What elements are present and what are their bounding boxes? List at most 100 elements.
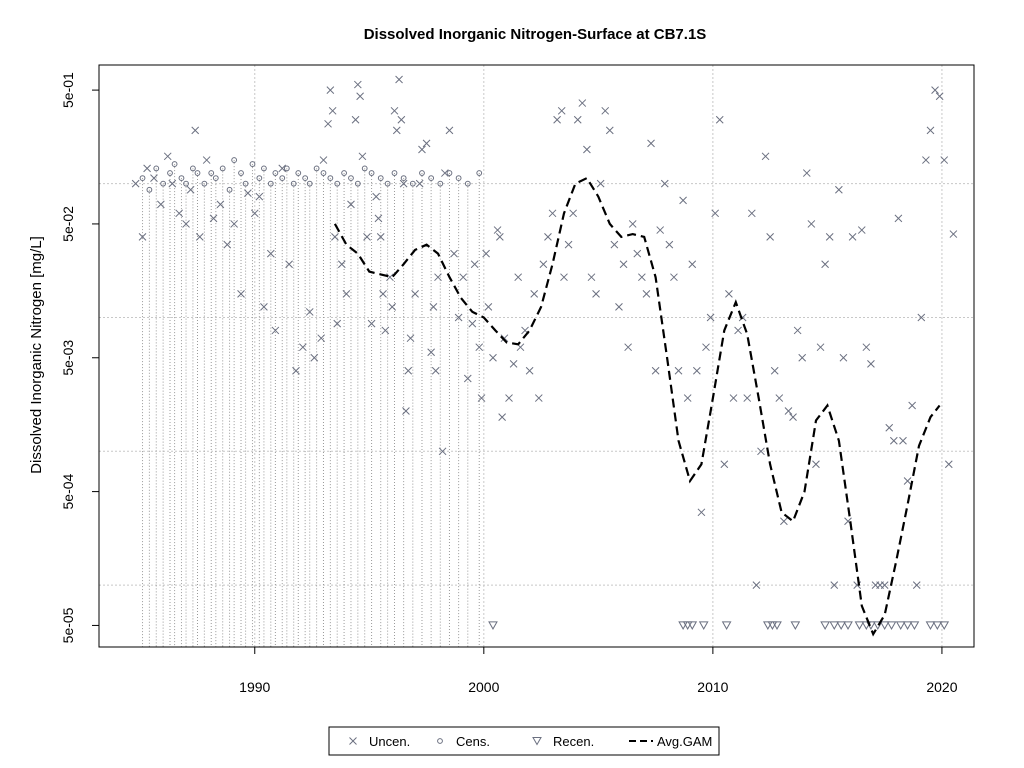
cross-stroke [656,226,665,234]
cross-stroke [548,209,557,218]
censored-point [279,175,286,182]
data-points [131,75,958,630]
cross-stroke [807,220,816,228]
cross-stroke [454,313,463,322]
cross-stroke [848,233,857,241]
censored-point [194,170,201,176]
uncensored-point [392,126,401,135]
censored-point [306,180,313,187]
gam-line [333,176,941,637]
uncensored-point [351,115,360,124]
cross-stroke [922,156,930,164]
cross-stroke [889,436,898,445]
cross-stroke [912,581,921,589]
cross-stroke [230,220,238,228]
uncensored-point [899,436,907,445]
uncensored-point [250,209,259,218]
legend-box [328,726,720,756]
y-tick-label: 5e-04 [60,473,76,509]
uncensored-point [514,273,523,282]
cross-stroke [495,233,504,241]
cross-stroke [163,152,172,161]
uncensored-point [530,290,539,298]
uncensored-point [209,214,218,223]
cross-stroke [434,273,442,282]
uncensored-point [862,343,871,352]
uncensored-point [395,75,403,84]
censored-point [295,170,302,176]
cross-stroke [835,185,843,194]
censored-point [183,180,189,187]
uncensored-point [688,260,697,269]
uncensored-point [331,233,339,241]
cross-stroke [175,209,184,218]
censored-value-lines [142,160,480,647]
cross-stroke [168,179,177,188]
uncensored-point [191,126,200,135]
cross-stroke [441,169,449,177]
cross-stroke [944,460,953,469]
cross-stroke [715,115,724,124]
recensored-point [932,621,943,630]
cross-stroke [356,92,364,101]
uncensored-point [807,220,816,228]
uncensored-point [353,80,362,89]
recensored-point [678,621,688,630]
uncensored-point [857,226,866,234]
cross-stroke [674,366,683,375]
cross-stroke [688,260,697,269]
cross-stroke [534,394,543,402]
cross-stroke [638,273,646,282]
uncensored-point [244,189,252,197]
cross-stroke [647,139,655,148]
cross-stroke [237,290,245,298]
recensored-point [488,621,498,630]
cross-stroke [628,220,637,228]
cross-stroke [482,249,490,258]
uncensored-point [848,233,857,241]
uncensored-point [642,290,651,298]
uncensored-point [821,260,829,269]
plot-frame [98,64,975,648]
cross-stroke [399,179,408,188]
cross-stroke [331,233,339,241]
censored-point [361,165,368,172]
uncensored-point [415,179,424,188]
cross-stroke [596,179,605,188]
uncensored-point [624,343,632,352]
cross-stroke [720,460,729,469]
cross-stroke [651,366,660,375]
cross-stroke [374,214,383,223]
uncensored-point [163,152,172,161]
censored-point [476,170,483,176]
uncensored-point [770,366,779,375]
cross-stroke [812,460,820,469]
cross-stroke [202,156,211,164]
cross-stroke [752,581,761,589]
censored-point [341,170,347,176]
uncensored-point [168,179,177,188]
uncensored-point [885,423,894,432]
uncensored-point [342,290,351,298]
uncensored-point [468,319,477,328]
cross-stroke [642,290,651,298]
uncensored-point [404,366,413,375]
cross-stroke [500,334,509,343]
uncensored-point [489,353,497,362]
cross-stroke [498,413,506,421]
cross-stroke [358,152,367,161]
cross-stroke [525,366,534,375]
cross-stroke [429,303,438,311]
cross-stroke [734,326,742,335]
cross-stroke [244,189,252,197]
uncensored-point [358,152,367,161]
uncensored-point [752,581,761,589]
cross-stroke [418,145,426,154]
cross-stroke [605,126,614,135]
censored-point [354,180,361,187]
uncensored-point [475,343,484,352]
cross-stroke [825,233,834,241]
recensored-point [772,621,782,630]
cross-stroke [470,260,479,269]
uncensored-point [374,214,383,223]
